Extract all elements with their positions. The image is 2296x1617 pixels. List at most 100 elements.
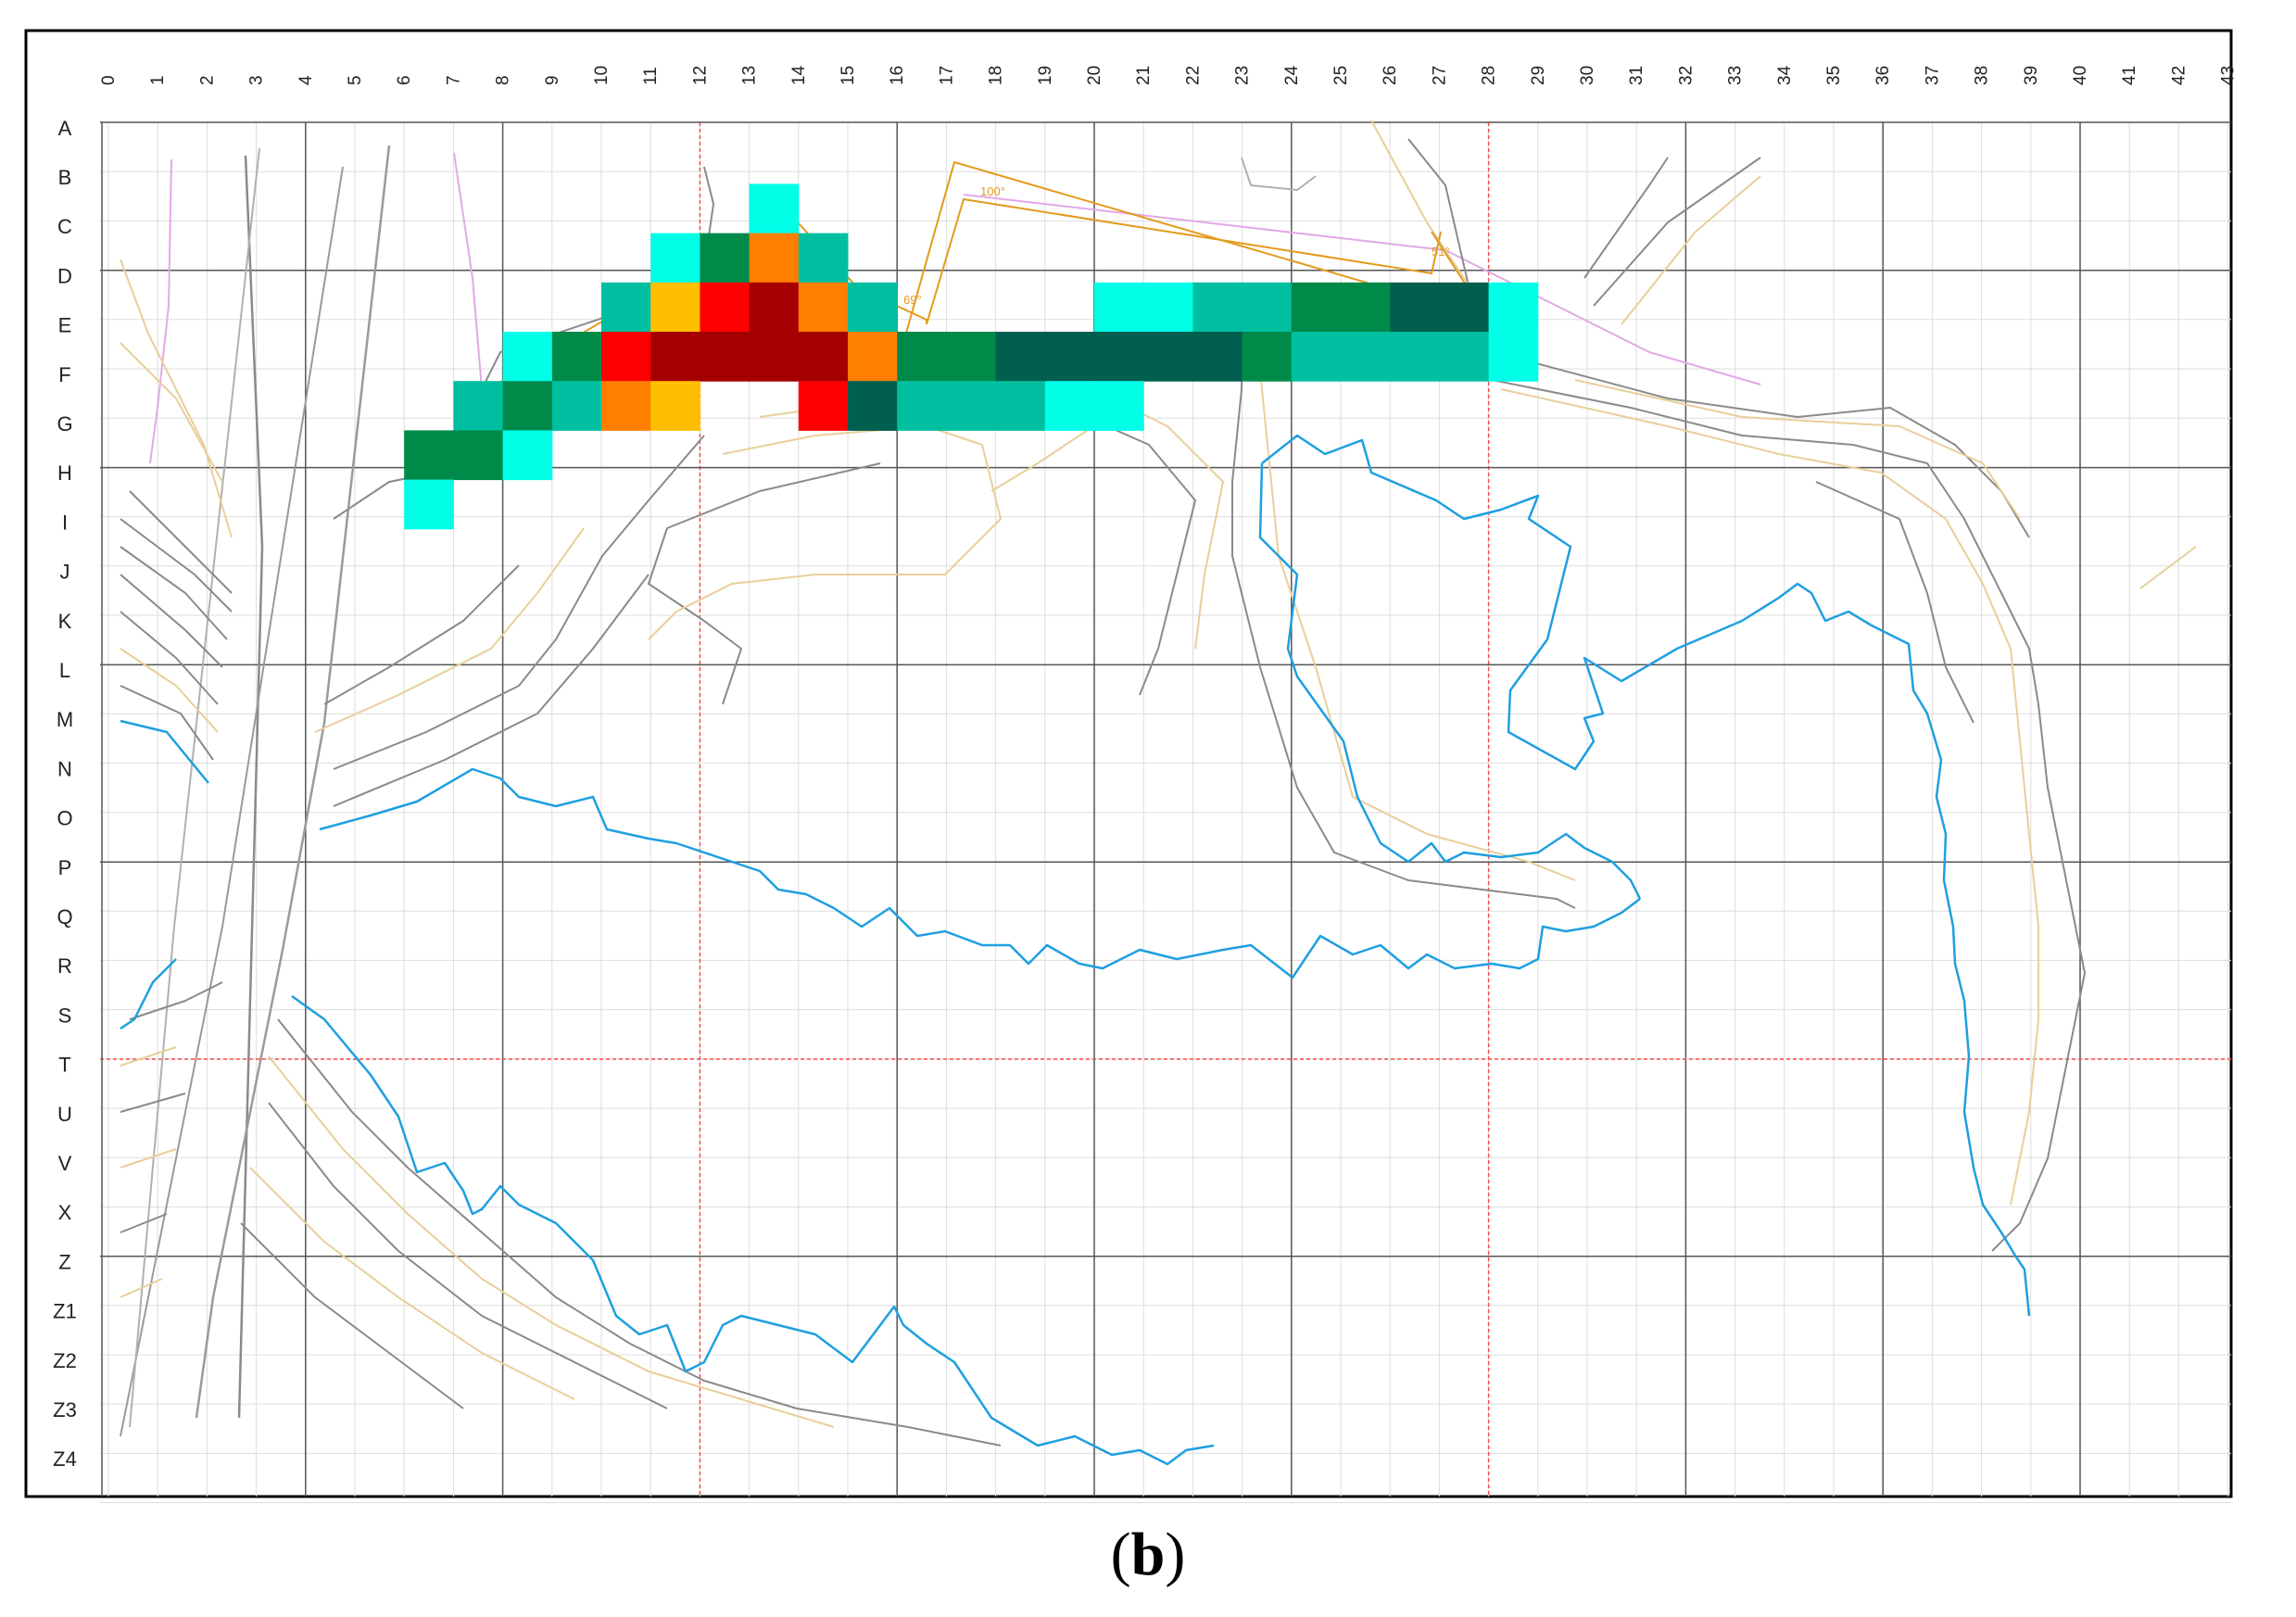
row-label: P: [58, 856, 72, 879]
heat-cell: [946, 332, 997, 382]
row-label: V: [58, 1152, 72, 1175]
column-label: 34: [1775, 65, 1795, 85]
angle-polygon: [926, 197, 1442, 325]
heat-cell: [700, 332, 751, 382]
heat-cell: [897, 332, 947, 382]
waterline: [291, 994, 1215, 1466]
contour-line: [1815, 481, 1974, 724]
column-label: 27: [1430, 66, 1449, 85]
contour-line: [120, 685, 214, 761]
column-label: 10: [592, 66, 612, 85]
pink-line: [453, 152, 483, 390]
heat-cell: [551, 381, 602, 431]
heat-cell: [650, 233, 700, 284]
column-label: 39: [2022, 66, 2041, 85]
column-label: 9: [543, 75, 562, 85]
heat-cell: [551, 332, 602, 382]
row-label: Z1: [53, 1300, 77, 1323]
contour-line: [1444, 370, 2086, 1252]
contour-line: [120, 342, 223, 483]
column-label: 20: [1085, 66, 1104, 85]
column-label: 12: [690, 66, 710, 85]
contour-line: [1065, 407, 1196, 696]
column-label: 26: [1381, 66, 1400, 85]
angle-label-69: 69°: [903, 293, 922, 307]
waterline: [319, 767, 1641, 979]
contour-line: [314, 527, 585, 733]
heat-cell: [1488, 282, 1539, 333]
row-label: F: [58, 363, 70, 386]
row-label: Z3: [53, 1398, 77, 1421]
contour-line: [1583, 157, 1669, 279]
heat-cell: [1341, 282, 1391, 333]
row-label: B: [58, 166, 72, 189]
waterline: [1261, 434, 2031, 1317]
heat-cell: [601, 282, 651, 333]
heat-cell: [1044, 332, 1095, 382]
column-label: 3: [247, 75, 267, 85]
heat-cell: [1094, 381, 1144, 431]
row-label: U: [57, 1103, 72, 1126]
heat-cell: [1143, 332, 1193, 382]
contour-line: [120, 1093, 186, 1113]
heat-cell: [1044, 381, 1095, 431]
contour-line: [1593, 157, 1761, 307]
contour-line: [648, 425, 1002, 640]
row-label: X: [58, 1201, 72, 1224]
contour-line: [1621, 175, 1761, 325]
column-label: 23: [1233, 66, 1253, 85]
contour-line: [120, 1148, 177, 1169]
heat-cell: [995, 332, 1046, 382]
heat-cells: [404, 183, 1539, 530]
row-label: Z4: [53, 1447, 77, 1471]
row-label: E: [58, 314, 72, 337]
heat-cell: [749, 332, 800, 382]
contour-line: [333, 435, 705, 770]
contour-line: [120, 1213, 168, 1233]
contour-line: [1370, 120, 1483, 307]
contour-line: [333, 574, 650, 807]
heat-cell: [601, 332, 651, 382]
contour-line: [2139, 546, 2197, 589]
row-label: T: [58, 1054, 70, 1077]
pink-line: [149, 158, 172, 464]
heat-cell: [502, 381, 553, 431]
waterline: [1258, 462, 1642, 900]
row-label: M: [57, 708, 73, 731]
heat-cell: [502, 430, 553, 481]
row-label: L: [59, 659, 70, 682]
road-edge-line: [195, 145, 391, 1419]
heat-cell: [453, 381, 504, 431]
angle-label-100: 100°: [980, 184, 1005, 198]
column-label: 25: [1331, 66, 1351, 85]
heat-cell: [1291, 282, 1342, 333]
column-label: 16: [888, 66, 907, 85]
row-label: Z2: [53, 1349, 77, 1372]
heat-cell: [1488, 332, 1539, 382]
row-label: D: [57, 264, 72, 287]
waterlines: [120, 434, 2031, 1466]
contour-line: [129, 981, 223, 1020]
heat-cell: [404, 430, 454, 481]
caption-open: (: [1110, 1521, 1131, 1588]
column-label: 15: [839, 66, 858, 85]
contour-line: [120, 259, 233, 538]
column-label: 35: [1824, 66, 1844, 85]
heat-cell: [749, 282, 800, 333]
heat-cell: [1439, 332, 1490, 382]
column-label: 28: [1480, 66, 1499, 85]
heat-cell: [1094, 282, 1144, 333]
contour-line: [120, 611, 219, 705]
contour-line: [1574, 379, 2021, 520]
column-label: 1: [148, 75, 168, 85]
waterline: [120, 958, 177, 1030]
contour-line: [120, 546, 228, 640]
contour-line: [323, 564, 520, 705]
column-label: 19: [1036, 66, 1055, 85]
figure-caption: (b): [0, 1520, 2296, 1590]
column-label: 41: [2120, 66, 2139, 85]
heat-cell: [453, 430, 504, 481]
column-label: 8: [494, 75, 513, 85]
column-label: 38: [1973, 66, 1992, 85]
row-label: A: [58, 117, 72, 140]
